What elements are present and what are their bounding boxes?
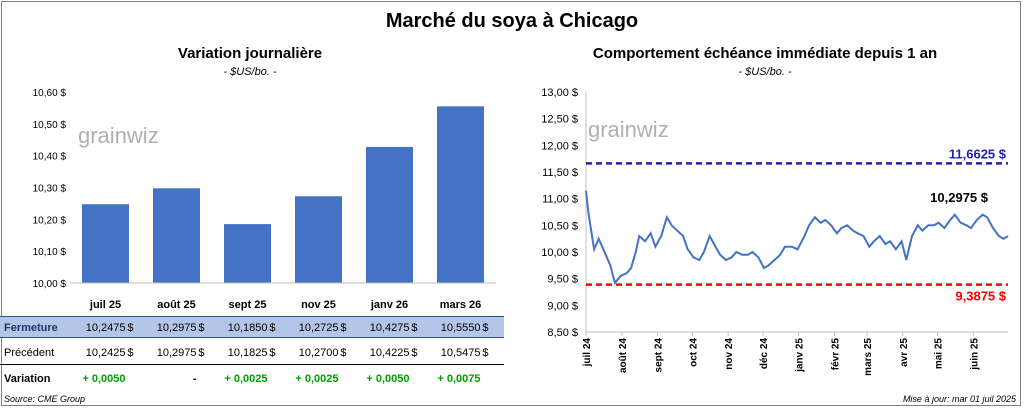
table-cell: 10,5550 — [440, 322, 481, 334]
y-tick-label: 10,10 $ — [33, 247, 67, 258]
x-tick-label: janv 26 — [370, 299, 408, 311]
table-cell: 10,2975 — [156, 322, 197, 334]
x-tick-label: sept 25 — [229, 299, 267, 311]
currency-symbol: $ — [269, 347, 276, 359]
bar-janv-26 — [366, 146, 413, 283]
watermark-logo: grainwiz — [588, 117, 669, 142]
row-label-close: Fermeture — [4, 322, 58, 334]
y-tick-label: 10,00 $ — [541, 247, 578, 259]
y-tick-label: 10,00 $ — [33, 279, 67, 290]
table-row-close: Fermeture 10,2475 $10,2975 $10,1850 $10,272… — [0, 316, 504, 338]
x-tick-label: mars 26 — [440, 299, 482, 311]
table-row-previous: Précédent 10,2425 $10,2975 $10,1825 $10,270… — [0, 342, 504, 365]
x-tick-label: déc 24 — [759, 338, 770, 370]
x-tick-label: août 24 — [618, 338, 629, 373]
x-tick-label: nov 25 — [301, 299, 336, 311]
y-tick-label: 11,50 $ — [542, 167, 578, 179]
bar-nov-25 — [295, 196, 342, 283]
y-tick-label: 13,00 $ — [541, 87, 578, 99]
table-row-variation: Variation + 0,0050 - + 0,0025 + 0,0025 + 0,0… — [0, 368, 504, 390]
left-chart-unit: - $US/bo. - — [223, 66, 277, 78]
x-tick-label: mars 25 — [863, 338, 874, 376]
page-title: Marché du soya à Chicago — [385, 10, 639, 32]
y-tick-label: 10,20 $ — [33, 215, 67, 226]
table-cell: 10,5475 — [440, 347, 481, 359]
x-tick-label: mai 25 — [933, 338, 944, 370]
variation-cell: + 0,0075 — [437, 373, 481, 385]
table-cell: 10,2425 — [85, 347, 126, 359]
x-tick-label: juil 24 — [582, 338, 593, 368]
row-label-variation: Variation — [4, 373, 51, 385]
y-tick-label: 12,50 $ — [541, 114, 578, 126]
currency-symbol: $ — [127, 347, 134, 359]
currency-symbol: $ — [198, 322, 205, 334]
row-label-previous: Précédent — [4, 347, 55, 359]
table-cell: 10,2975 — [156, 347, 197, 359]
variation-cell: - — [192, 373, 197, 385]
x-tick-label: oct 24 — [688, 338, 699, 367]
bar-juil-25 — [82, 204, 129, 283]
y-tick-label: 8,50 $ — [547, 327, 578, 339]
bar-août-25 — [153, 188, 200, 283]
table-cell: 10,2475 — [85, 322, 126, 334]
variation-cell: + 0,0025 — [295, 373, 339, 385]
table-cell: 10,4275 — [369, 322, 410, 334]
y-tick-label: 10,40 $ — [33, 152, 67, 163]
table-cell: 10,4225 — [369, 347, 410, 359]
currency-symbol: $ — [340, 347, 347, 359]
source-note: Source: CME Group — [4, 394, 86, 404]
x-tick-label: avr 25 — [899, 338, 910, 367]
bar-sept-25 — [224, 224, 271, 283]
currency-symbol: $ — [482, 322, 489, 334]
y-tick-label: 11,00 $ — [542, 194, 578, 206]
watermark-logo: grainwiz — [78, 123, 159, 148]
left-chart-title: Variation journalière — [177, 45, 323, 62]
update-date: Mise à jour: mar 01 juil 2025 — [902, 394, 1016, 404]
table-cell: 10,2700 — [298, 347, 339, 359]
y-tick-label: 10,60 $ — [33, 88, 67, 99]
bar-mars-26 — [437, 106, 484, 283]
y-tick-label: 10,50 $ — [541, 220, 578, 232]
y-tick-label: 10,50 $ — [33, 120, 67, 131]
reference-label-0: 11,6625 $ — [949, 146, 1007, 161]
reference-label-1: 9,3875 $ — [955, 289, 1006, 304]
table-cell: 10,1825 — [227, 347, 268, 359]
y-tick-label: 9,50 $ — [547, 274, 578, 286]
table-cell: 10,1850 — [227, 322, 268, 334]
table-cell: 10,2725 — [298, 322, 339, 334]
last-price-label: 10,2975 $ — [930, 190, 989, 205]
x-tick-label: juil 25 — [89, 299, 121, 311]
y-tick-label: 12,00 $ — [541, 140, 578, 152]
x-tick-label: août 25 — [157, 299, 196, 311]
variation-cell: + 0,0025 — [224, 373, 268, 385]
right-chart-title: Comportement échéance immédiate depuis 1… — [592, 45, 938, 62]
currency-symbol: $ — [411, 322, 418, 334]
right-chart-unit: - $US/bo. - — [738, 66, 792, 78]
currency-symbol: $ — [411, 347, 418, 359]
currency-symbol: $ — [340, 322, 347, 334]
front-month-line-chart: grainwiz 8,50 $ 9,00 $ 9,50 $ 10,00 $ 10,50 $… — [541, 87, 1009, 376]
x-tick-label: juin 25 — [969, 338, 980, 371]
y-tick-label: 9,00 $ — [547, 300, 578, 312]
price-series-line — [585, 190, 1009, 286]
currency-symbol: $ — [127, 322, 134, 334]
x-tick-label: janv 25 — [795, 338, 806, 373]
x-tick-label: févr 25 — [831, 338, 842, 371]
daily-variation-bar-chart: grainwiz 10,00 $ 10,10 $ 10,20 $ 10,30 $ 10,4… — [33, 88, 496, 311]
variation-cell: + 0,0050 — [82, 373, 126, 385]
y-tick-label: 10,30 $ — [33, 184, 67, 195]
currency-symbol: $ — [269, 322, 276, 334]
x-tick-label: sept 24 — [654, 338, 665, 373]
x-tick-label: nov 24 — [724, 338, 735, 370]
variation-cell: + 0,0050 — [366, 373, 410, 385]
currency-symbol: $ — [198, 347, 205, 359]
currency-symbol: $ — [482, 347, 489, 359]
